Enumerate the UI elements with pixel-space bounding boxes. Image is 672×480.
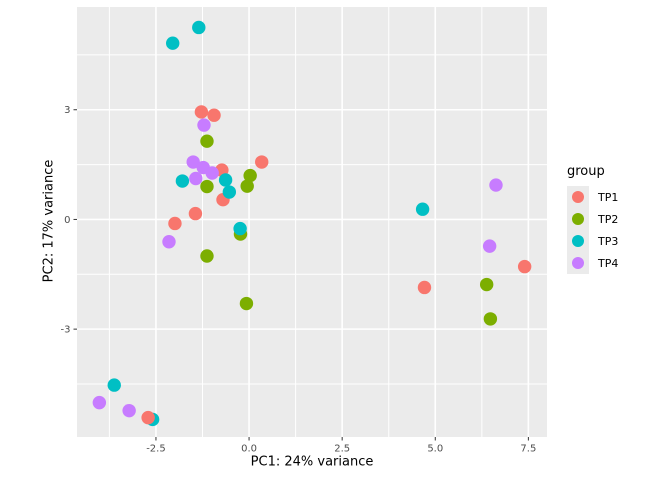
legend-title: group xyxy=(567,164,605,179)
data-point-TP4 xyxy=(482,239,497,253)
legend-dot-icon xyxy=(572,235,584,247)
data-point-TP3 xyxy=(175,174,190,188)
data-point-TP2 xyxy=(483,312,498,326)
data-point-TP2 xyxy=(200,179,214,194)
y-tick-label: -3 xyxy=(61,325,71,336)
legend-key-swatch xyxy=(567,186,589,208)
y-tick-label: 0 xyxy=(64,215,70,226)
x-tick-label: 5.0 xyxy=(427,444,443,455)
legend-label: TP4 xyxy=(598,256,619,270)
data-point-TP1 xyxy=(207,108,221,122)
data-point-TP3 xyxy=(218,173,233,187)
data-point-TP2 xyxy=(200,134,214,148)
data-point-TP3 xyxy=(415,202,430,216)
legend-item-TP1: TP1 xyxy=(567,186,618,208)
data-point-TP3 xyxy=(107,378,121,392)
legend-dot-icon xyxy=(572,257,584,269)
legend-item-TP4: TP4 xyxy=(567,252,618,274)
data-point-TP1 xyxy=(255,155,269,169)
data-point-TP4 xyxy=(205,166,219,180)
legend-label: TP2 xyxy=(598,212,619,226)
x-axis-title: PC1: 24% variance xyxy=(250,454,374,470)
data-point-TP2 xyxy=(243,168,257,183)
x-tick-label: -2.5 xyxy=(146,444,166,455)
data-point-TP4 xyxy=(197,118,211,132)
data-point-TP3 xyxy=(166,36,180,50)
data-point-TP1 xyxy=(517,259,532,274)
data-point-TP1 xyxy=(188,206,203,221)
data-point-TP4 xyxy=(162,235,176,249)
legend-label: TP3 xyxy=(598,234,619,248)
data-point-TP1 xyxy=(194,105,209,119)
legend-key-swatch xyxy=(567,230,589,252)
legend: group TP1 TP2 TP3 TP4 xyxy=(567,164,618,274)
legend-key-swatch xyxy=(567,208,589,230)
y-axis-title: PC2: 17% variance xyxy=(41,159,57,283)
x-tick-label: 2.5 xyxy=(334,444,350,455)
data-point-TP1 xyxy=(417,280,432,295)
x-tick-label: 7.5 xyxy=(520,444,536,455)
data-point-TP2 xyxy=(239,296,254,311)
legend-items: TP1 TP2 TP3 TP4 xyxy=(567,186,618,274)
x-tick-label: 0.0 xyxy=(241,444,257,455)
legend-label: TP1 xyxy=(598,190,619,204)
legend-item-TP3: TP3 xyxy=(567,230,618,252)
plot-panel xyxy=(77,7,547,437)
data-point-TP4 xyxy=(189,171,203,186)
data-point-TP4 xyxy=(489,178,503,192)
data-point-TP1 xyxy=(168,216,182,231)
data-point-TP4 xyxy=(186,155,200,169)
data-point-TP2 xyxy=(240,179,254,193)
legend-dot-icon xyxy=(572,191,584,203)
data-point-TP1 xyxy=(141,410,155,425)
data-point-TP2 xyxy=(200,249,214,263)
data-point-TP3 xyxy=(192,20,206,35)
data-point-TP3 xyxy=(233,221,247,236)
legend-dot-icon xyxy=(572,213,584,225)
data-point-TP4 xyxy=(92,395,107,410)
legend-item-TP2: TP2 xyxy=(567,208,618,230)
data-point-TP3 xyxy=(222,185,237,199)
legend-key-swatch xyxy=(567,252,589,274)
data-point-TP4 xyxy=(122,403,136,418)
y-tick-label: 3 xyxy=(64,105,70,116)
data-point-TP2 xyxy=(479,277,494,292)
